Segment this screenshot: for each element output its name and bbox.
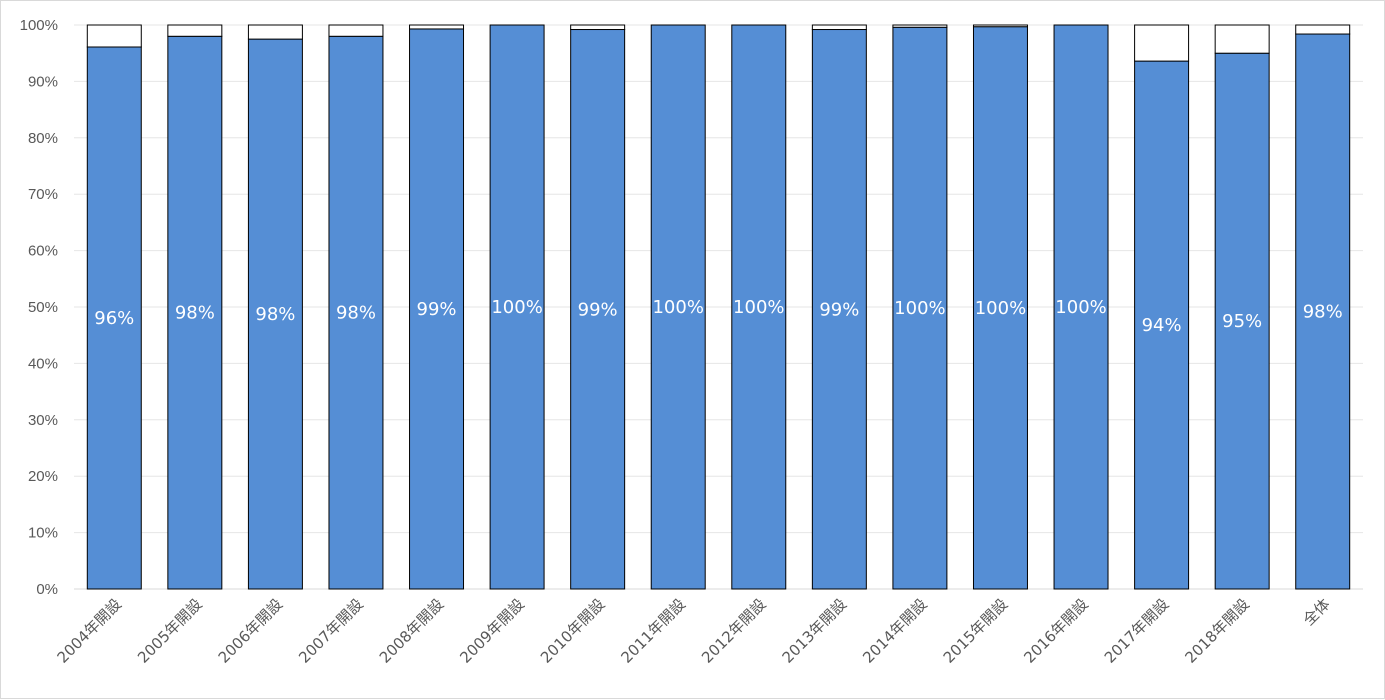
- bar-segment-main: [892, 26, 948, 590]
- data-label: 100%: [491, 297, 542, 318]
- data-label: 95%: [1222, 311, 1262, 332]
- bar-segment-main: [1053, 24, 1109, 590]
- data-label: 98%: [1303, 302, 1343, 323]
- data-label: 100%: [652, 297, 703, 318]
- bar-segment-main: [247, 38, 303, 590]
- x-category-label: 2014年開設: [859, 595, 931, 667]
- x-category-label: 2012年開設: [698, 595, 770, 667]
- bar-segment-remainder: [811, 24, 867, 31]
- bar-segment-main: [328, 35, 384, 590]
- bar-segment-main: [811, 29, 867, 590]
- y-tick-label: 0%: [36, 581, 58, 598]
- data-label: 94%: [1142, 315, 1182, 336]
- x-category-label: 全体: [1300, 595, 1334, 629]
- x-category-label: 2015年開設: [940, 595, 1012, 667]
- y-tick-label: 60%: [28, 243, 58, 260]
- bar-segment-remainder: [86, 24, 142, 48]
- data-label: 98%: [255, 304, 295, 325]
- y-tick-label: 10%: [28, 525, 58, 542]
- bar-segment-remainder: [972, 24, 1028, 28]
- data-label: 99%: [819, 299, 859, 320]
- y-tick-label: 40%: [28, 355, 58, 372]
- data-label: 99%: [578, 299, 618, 320]
- y-tick-label: 30%: [28, 412, 58, 429]
- bar-segment-remainder: [409, 24, 465, 30]
- y-tick-label: 20%: [28, 468, 58, 485]
- data-label: 100%: [733, 297, 784, 318]
- bar-segment-main: [86, 46, 142, 590]
- bar-segment-main: [1214, 52, 1270, 590]
- bar-segment-main: [167, 35, 223, 590]
- bar-segment-main: [650, 24, 706, 590]
- data-label: 96%: [94, 308, 134, 329]
- bar-segment-remainder: [1295, 24, 1351, 35]
- y-tick-label: 50%: [28, 299, 58, 316]
- bar-segment-main: [570, 29, 626, 590]
- bars: [86, 24, 1351, 590]
- data-label: 100%: [975, 298, 1026, 319]
- bar-segment-main: [972, 26, 1028, 590]
- x-category-label: 2013年開設: [779, 595, 851, 667]
- x-category-label: 2005年開設: [134, 595, 206, 667]
- data-label: 99%: [417, 299, 457, 320]
- y-tick-label: 80%: [28, 130, 58, 147]
- y-tick-label: 100%: [20, 17, 58, 34]
- x-category-label: 2011年開設: [617, 595, 689, 667]
- bar-segment-main: [489, 24, 545, 590]
- x-axis-category-labels: 2004年開設 2005年開設 2006年開設 2007年開設 2008年開設 2009年…: [54, 595, 1334, 667]
- data-label: 100%: [894, 298, 945, 319]
- x-category-label: 2016年開設: [1020, 595, 1092, 667]
- x-category-label: 2009年開設: [456, 595, 528, 667]
- bar-segment-remainder: [570, 24, 626, 31]
- bar-segment-remainder: [1214, 24, 1270, 54]
- bar-segment-main: [1295, 33, 1351, 590]
- data-label: 98%: [175, 303, 215, 324]
- bar-segment-main: [731, 24, 787, 590]
- x-category-label: 2018年開設: [1181, 595, 1253, 667]
- y-tick-label: 70%: [28, 186, 58, 203]
- bar-segment-remainder: [892, 24, 948, 28]
- x-category-label: 2006年開設: [215, 595, 287, 667]
- bar-segment-remainder: [167, 24, 223, 37]
- bar-segment-remainder: [1134, 24, 1190, 62]
- x-category-label: 2010年開設: [537, 595, 609, 667]
- bar-segment-main: [409, 28, 465, 590]
- bar-segment-remainder: [328, 24, 384, 37]
- x-category-label: 2004年開設: [54, 595, 126, 667]
- data-label: 100%: [1055, 297, 1106, 318]
- x-category-label: 2008年開設: [376, 595, 448, 667]
- bar-segment-remainder: [247, 24, 303, 40]
- x-category-label: 2017年開設: [1101, 595, 1173, 667]
- y-axis-tick-labels: 0% 10% 20% 30% 40% 50% 60% 70% 80% 90% 100%: [20, 17, 58, 598]
- x-category-label: 2007年開設: [295, 595, 367, 667]
- bar-segment-main: [1134, 60, 1190, 590]
- data-labels: 96% 98% 98% 98% 99% 100% 99% 100% 100% 99% 100% 100…: [94, 297, 1342, 336]
- data-label: 98%: [336, 303, 376, 324]
- y-tick-label: 90%: [28, 73, 58, 90]
